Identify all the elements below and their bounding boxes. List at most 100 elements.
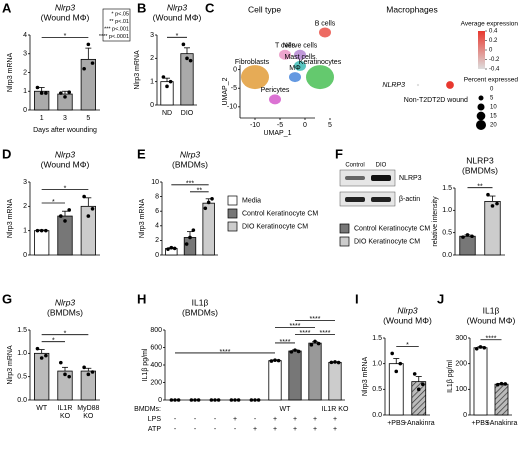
panel-subtitle: (Wound MΦ) <box>41 12 90 22</box>
size-tick-label: 20 <box>490 123 497 129</box>
data-point <box>206 200 211 205</box>
cluster <box>289 72 301 83</box>
bar <box>459 235 476 256</box>
cluster-label: Pericytes <box>261 87 290 94</box>
panel-letter: I <box>355 291 359 306</box>
blot-band <box>371 197 391 202</box>
y-tick-label: 1 <box>150 79 154 86</box>
significance-label: **** <box>310 316 321 323</box>
cluster-label: Mast cells <box>284 54 316 61</box>
y-tick-label: 0 <box>463 412 467 419</box>
y-tick-label: 3 <box>23 51 27 58</box>
panel-subtitle: (BMDMs) <box>172 159 208 169</box>
y-tick-label: 0.5 <box>17 374 27 381</box>
cluster <box>294 60 306 71</box>
size-tick-label: 15 <box>490 114 497 120</box>
cluster <box>269 94 281 105</box>
data-point <box>213 398 217 402</box>
y-tick-label: 1.5 <box>442 185 452 192</box>
bar <box>288 350 302 401</box>
data-point <box>390 351 395 356</box>
y-tick-label: 6 <box>155 208 159 215</box>
dotplot-title: Macrophages <box>386 4 438 14</box>
data-point <box>503 382 508 386</box>
color-tick-label: 0.4 <box>489 29 498 35</box>
y-tick-label: -5 <box>231 85 237 92</box>
data-point <box>236 398 241 402</box>
significance-label: **** <box>280 339 291 346</box>
expression-dot <box>416 83 420 87</box>
row-mark: + <box>293 416 297 423</box>
x-tick-label: IL1R KO <box>58 405 73 420</box>
bar <box>80 205 96 256</box>
row-mark: - <box>214 426 217 433</box>
bar <box>183 237 197 256</box>
panel-letter: B <box>137 0 146 15</box>
row-mark: + <box>233 416 237 423</box>
data-point <box>82 194 86 199</box>
size-tick-label: 0 <box>490 87 494 93</box>
x-tick-label: 5 <box>328 122 332 129</box>
y-axis-label: Nlrp3 mRNA <box>134 50 141 90</box>
row-mark: + <box>313 426 317 433</box>
panel-letter: J <box>437 291 444 306</box>
cluster-label: Fibroblasts <box>235 59 270 66</box>
y-axis-label: Nlrp3 mRNA <box>7 53 14 93</box>
significance-label: *** <box>186 181 194 188</box>
x-tick-label: 5 <box>86 115 90 122</box>
pvalue-key-box <box>102 8 131 42</box>
row-mark: + <box>253 426 257 433</box>
color-tick-label: 0.2 <box>489 38 498 44</box>
legend-label: DIO Keratinocyte CM <box>354 238 420 245</box>
cluster-label: T cells <box>275 43 296 50</box>
data-point <box>63 372 67 377</box>
gene-label: NLRP3 <box>382 82 405 89</box>
cluster-label: Nerve cells <box>283 43 318 50</box>
data-point <box>39 356 44 360</box>
data-point <box>229 398 234 402</box>
y-tick-label: 4 <box>155 223 159 230</box>
data-point <box>276 358 281 363</box>
y-tick-label: 3 <box>150 32 154 39</box>
legend-label: Control Keratinocyte CM <box>354 225 430 232</box>
significance-label: * <box>64 331 67 338</box>
pvalue-key-entry: **** p<.0001 <box>99 34 129 40</box>
blot-band-label: β-actin <box>399 196 420 203</box>
significance-label: **** <box>290 323 301 330</box>
row-mark: + <box>293 426 297 433</box>
data-point <box>465 233 470 237</box>
data-point <box>90 61 95 65</box>
y-tick-label: 3 <box>23 179 27 186</box>
size-key <box>478 95 484 101</box>
bar <box>411 381 427 416</box>
data-point <box>416 387 421 392</box>
y-tick-label: 0.0 <box>17 397 27 404</box>
data-point <box>273 358 277 362</box>
x-tick-label: MyD88 KO <box>77 405 99 420</box>
data-point <box>82 365 86 370</box>
data-point <box>86 372 91 377</box>
data-point <box>495 382 500 387</box>
data-point <box>67 374 71 379</box>
y-tick-label: 0.0 <box>372 412 382 419</box>
y-tick-label: 0 <box>233 66 237 73</box>
data-point <box>316 341 321 346</box>
significance-label: * <box>64 33 67 40</box>
panel-letter: H <box>137 291 146 306</box>
data-point <box>482 345 487 350</box>
x-tick-label: +PBS <box>471 420 489 427</box>
y-tick-label: 1.5 <box>17 327 27 334</box>
data-point <box>233 398 237 402</box>
data-point <box>412 372 417 376</box>
row-mark: - <box>174 416 177 423</box>
panel-subtitle: (BMDMs) <box>182 307 218 317</box>
cluster <box>306 65 334 90</box>
data-point <box>495 201 499 206</box>
data-point <box>44 353 48 358</box>
cluster-label: Keratinocytes <box>299 59 342 66</box>
panel-title: IL1β <box>483 305 500 315</box>
size-tick-label: 10 <box>490 105 497 111</box>
y-tick-label: 1.5 <box>372 335 382 342</box>
data-point <box>59 91 63 95</box>
data-point <box>421 382 425 387</box>
